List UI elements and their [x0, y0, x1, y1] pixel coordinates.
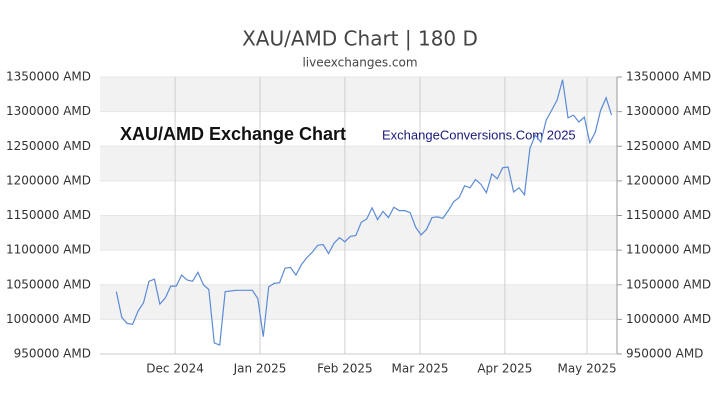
y2-tick-label: 1300000 AMD [626, 104, 711, 118]
series-line [115, 79, 613, 346]
x-tick-label: Feb 2025 [317, 362, 373, 376]
y-tick-label: 1350000 AMD [6, 70, 91, 84]
y-tick-label: 1000000 AMD [6, 312, 91, 326]
band [100, 146, 617, 181]
band [100, 77, 617, 112]
y-tick-label: 1300000 AMD [6, 104, 91, 118]
x-tick-label: Jan 2025 [233, 362, 287, 376]
band [100, 284, 617, 320]
y-tick-label: 950000 AMD [14, 347, 91, 361]
y2-tick-label: 1250000 AMD [626, 139, 711, 153]
bands [100, 77, 617, 320]
x-tick-label: Dec 2024 [146, 362, 204, 376]
annotation: ExchangeConversions.Com 2025 [382, 127, 576, 142]
chart-title: XAU/AMD Chart | 180 D [242, 27, 478, 51]
y-tick-label: 1050000 AMD [6, 277, 91, 291]
y2-tick-label: 1000000 AMD [626, 312, 711, 326]
band [100, 215, 617, 251]
x-tick-label: May 2025 [557, 362, 616, 376]
y-tick-label: 1250000 AMD [6, 139, 91, 153]
y2-tick-label: 1100000 AMD [626, 243, 711, 257]
annotation: XAU/AMD Exchange Chart [120, 124, 346, 144]
x-tick-label: Mar 2025 [391, 362, 448, 376]
y-tick-label: 1200000 AMD [6, 173, 91, 187]
y-tick-label: 1150000 AMD [6, 208, 91, 222]
y-tick-label: 1100000 AMD [6, 243, 91, 257]
y2-tick-label: 1350000 AMD [626, 70, 711, 84]
y2-tick-label: 1150000 AMD [626, 208, 711, 222]
y2-tick-label: 950000 AMD [626, 347, 703, 361]
y2-tick-label: 1050000 AMD [626, 277, 711, 291]
y2-tick-label: 1200000 AMD [626, 173, 711, 187]
chart-subtitle: liveexchanges.com [302, 56, 417, 70]
x-tick-label: Apr 2025 [477, 362, 532, 376]
